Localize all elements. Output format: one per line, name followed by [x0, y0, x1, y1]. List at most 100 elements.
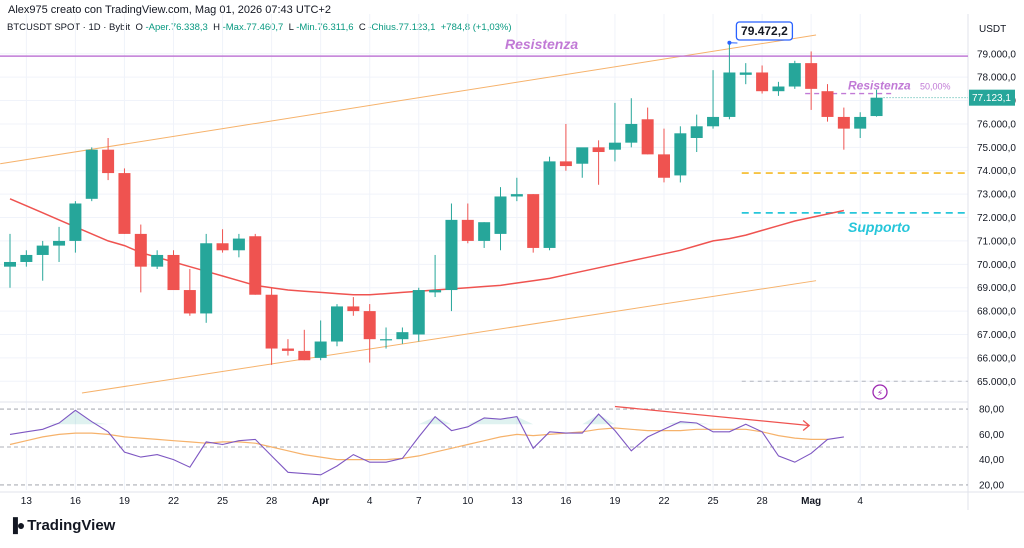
- candle-up: [151, 254, 164, 267]
- candle-up: [772, 86, 785, 92]
- candle-down: [118, 173, 131, 234]
- rsi-overbought-fill: [582, 414, 599, 425]
- axes: USDT79.000,078.000,077.000,076.000,075.0…: [21, 24, 1017, 507]
- candle-up: [478, 222, 491, 241]
- rsi-tick-label: 20,00: [979, 480, 1004, 491]
- peak-callout-box: [735, 21, 794, 41]
- price-tick-label: 79.000,0: [977, 49, 1016, 60]
- time-tick-label: 28: [757, 496, 769, 507]
- candle-up: [85, 149, 98, 199]
- time-tick-label: 19: [609, 496, 621, 507]
- time-tick-label: 25: [217, 496, 229, 507]
- rsi-line: [9, 409, 844, 476]
- candle-down: [641, 119, 654, 155]
- close-value: -Chius.77.123,1: [368, 22, 436, 33]
- candle-down: [281, 348, 294, 351]
- support-label: Supporto: [848, 219, 911, 235]
- candles: [4, 44, 883, 365]
- rsi-overbought-fill: [598, 414, 615, 425]
- candle-up: [232, 238, 245, 251]
- candle-up: [723, 72, 736, 117]
- candle-down: [183, 290, 196, 314]
- candle-up: [576, 147, 589, 164]
- rsi-ma-line: [9, 427, 828, 461]
- candle-down: [756, 72, 769, 92]
- rsi-overbought-fill: [516, 416, 534, 425]
- candle-down: [298, 350, 311, 361]
- resistance2-pct: 50,00%: [920, 82, 951, 92]
- time-tick-label: 13: [511, 496, 523, 507]
- candle-down: [134, 233, 147, 267]
- peak-marker: [727, 40, 732, 45]
- candle-up: [445, 219, 458, 291]
- price-axis-unit: USDT: [979, 24, 1006, 35]
- candle-down: [249, 236, 262, 295]
- candle-up: [412, 290, 425, 335]
- channel-lower-line: [81, 280, 817, 394]
- candle-up: [69, 203, 82, 241]
- lightning-icon: ⚡: [877, 389, 883, 399]
- candle-down: [216, 243, 229, 251]
- tv-icon: ▐●: [8, 517, 28, 533]
- price-tick-label: 73.000,0: [977, 190, 1016, 201]
- candle-up: [674, 133, 687, 176]
- candle-up: [707, 116, 720, 127]
- last-price-label: 77.123,1: [972, 93, 1011, 104]
- time-tick-label: 16: [560, 496, 572, 507]
- price-tick-label: 65.000,0: [977, 377, 1016, 388]
- candle-up: [543, 161, 556, 248]
- low-label: L: [288, 22, 294, 33]
- moving-average: [9, 198, 845, 296]
- price-tick-label: 72.000,0: [977, 213, 1016, 224]
- rsi-tick-label: 40,00: [979, 455, 1004, 466]
- candle-down: [805, 63, 818, 89]
- price-tick-label: 71.000,0: [977, 236, 1016, 247]
- candle-down: [461, 219, 474, 241]
- rsi-overbought-fill: [467, 417, 485, 425]
- change-value: +784,8 (+1,03%): [440, 22, 512, 33]
- candle-up: [380, 339, 393, 341]
- candle-down: [821, 91, 834, 117]
- time-tick-label: 4: [367, 496, 373, 507]
- candle-down: [592, 147, 605, 153]
- candle-down: [363, 311, 376, 340]
- last-price-badge: [969, 89, 1015, 106]
- alert-icon: [872, 384, 888, 400]
- resistance-label: Resistenza: [505, 36, 578, 52]
- candle-up: [870, 97, 883, 117]
- price-tick-label: 69.000,0: [977, 283, 1016, 294]
- time-tick-label: 10: [462, 496, 474, 507]
- tradingview-logo: ▐● TradingView: [8, 517, 115, 534]
- price-tick-label: 67.000,0: [977, 330, 1016, 341]
- symbol-label: BTCUSDT SPOT · 1D · Bybit: [7, 22, 131, 33]
- rsi-overbought-fill: [484, 417, 501, 425]
- candle-up: [608, 142, 621, 150]
- price-tick-label: 76.000,0: [977, 119, 1016, 130]
- candle-down: [347, 306, 360, 312]
- price-tick-label: 70.000,0: [977, 260, 1016, 271]
- annotations: Resistenza Resistenza 50,00% Supporto 79.472…: [505, 21, 951, 400]
- horizontal-levels: [0, 55, 968, 382]
- time-tick-label: 25: [707, 496, 719, 507]
- time-tick-label: 7: [416, 496, 422, 507]
- candle-up: [854, 116, 867, 129]
- candle-up: [200, 243, 213, 314]
- candle-up: [788, 63, 801, 87]
- candle-up: [625, 123, 638, 143]
- time-tick-label: 28: [266, 496, 278, 507]
- chart-credit: Alex975 creato con TradingView.com, Mag …: [8, 4, 331, 16]
- candle-down: [265, 294, 278, 349]
- open-label: O: [135, 22, 143, 33]
- time-tick-label: 4: [857, 496, 863, 507]
- price-tick-label: 78.000,0: [977, 73, 1016, 84]
- rsi-overbought-fill: [696, 422, 714, 425]
- ohlc-legend: BTCUSDT SPOT · 1D · Bybit O -Aper.76.338…: [7, 22, 512, 33]
- peak-label: 79.472,2: [741, 24, 788, 38]
- price-tick-label: 75.000,0: [977, 143, 1016, 154]
- low-value: -Min.76.311,6: [296, 22, 354, 33]
- close-label: C: [358, 22, 366, 33]
- price-tick-label: 74.000,0: [977, 166, 1016, 177]
- candle-down: [837, 116, 850, 129]
- candle-up: [396, 332, 409, 340]
